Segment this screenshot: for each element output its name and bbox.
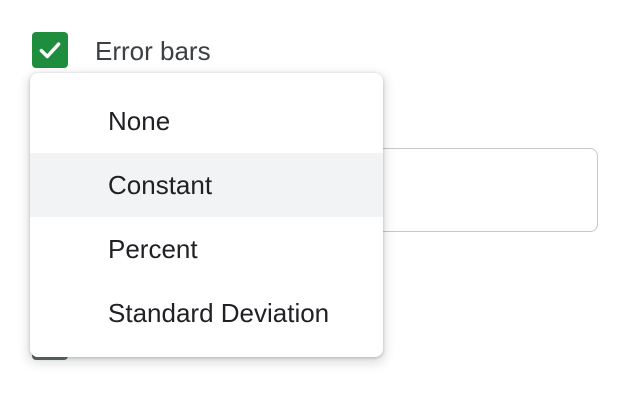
option-constant[interactable]: Constant bbox=[30, 153, 383, 217]
value-input[interactable] bbox=[370, 148, 598, 232]
option-none[interactable]: None bbox=[108, 105, 171, 136]
error-bars-label: Error bars bbox=[95, 36, 211, 66]
option-standard-deviation[interactable]: Standard Deviation bbox=[108, 297, 330, 328]
option-percent[interactable]: Percent bbox=[108, 233, 198, 264]
check-icon bbox=[39, 42, 61, 59]
error-bars-checkbox[interactable] bbox=[32, 32, 68, 68]
error-bar-type-dropdown: None Constant Percent Standard Deviation bbox=[30, 73, 383, 357]
